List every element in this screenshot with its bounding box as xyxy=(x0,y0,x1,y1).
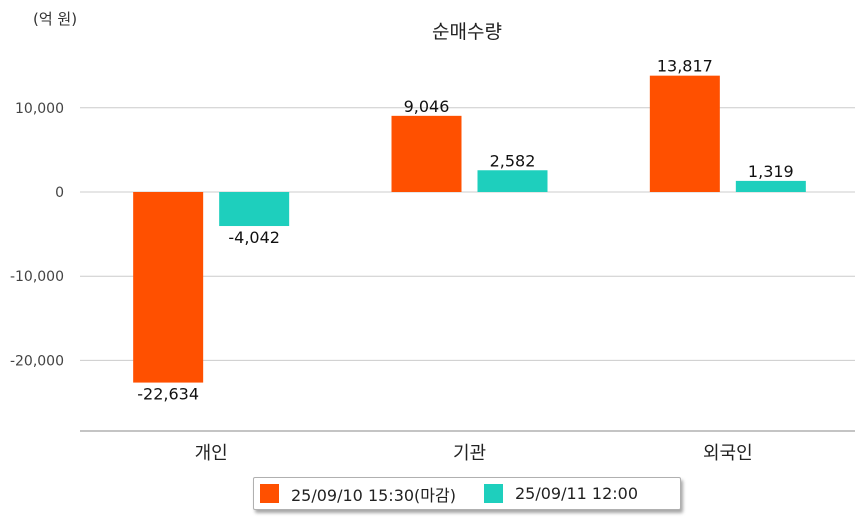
legend-item-series-2[interactable]: 25/09/11 12:00 xyxy=(483,484,639,503)
x-tick-label: 개인 xyxy=(195,443,228,464)
y-tick-label: 10,000 xyxy=(15,101,64,117)
bar[interactable] xyxy=(649,75,720,192)
grid-lines xyxy=(80,107,855,361)
legend-swatch-series-2 xyxy=(483,484,503,503)
legend-label-series-1: 25/09/10 15:30(마감) xyxy=(291,485,456,505)
data-label: -4,042 xyxy=(228,228,280,247)
legend: 25/09/10 15:30(마감) 25/09/11 12:00 xyxy=(253,477,681,510)
legend-item-series-1[interactable]: 25/09/10 15:30(마감) xyxy=(260,482,456,506)
data-label: 13,817 xyxy=(657,57,713,76)
x-axis-ticks: 개인 기관 외국인 xyxy=(195,443,753,464)
x-tick-label: 기관 xyxy=(453,443,486,464)
bar[interactable] xyxy=(391,115,462,192)
bars xyxy=(133,75,806,383)
x-tick-label: 외국인 xyxy=(703,443,753,464)
chart-title: 순매수량 xyxy=(432,21,502,43)
data-label: 9,046 xyxy=(404,97,450,116)
y-tick-label: -10,000 xyxy=(10,269,64,285)
y-tick-label: -20,000 xyxy=(10,353,64,369)
data-labels: -22,634 -4,042 9,046 2,582 13,817 1,319 xyxy=(137,57,793,404)
legend-swatch-series-1 xyxy=(260,484,279,503)
data-label: 2,582 xyxy=(490,151,536,170)
bar[interactable] xyxy=(219,192,290,227)
bar[interactable] xyxy=(133,192,204,383)
data-label: -22,634 xyxy=(137,385,199,404)
bar[interactable] xyxy=(735,180,806,192)
unit-label: (억 원) xyxy=(33,10,77,28)
legend-label-series-2: 25/09/11 12:00 xyxy=(514,484,639,503)
y-axis-ticks: 10,000 0 -10,000 -20,000 xyxy=(10,101,64,370)
bar[interactable] xyxy=(477,170,548,192)
data-label: 1,319 xyxy=(748,162,794,181)
y-tick-label: 0 xyxy=(55,185,64,201)
